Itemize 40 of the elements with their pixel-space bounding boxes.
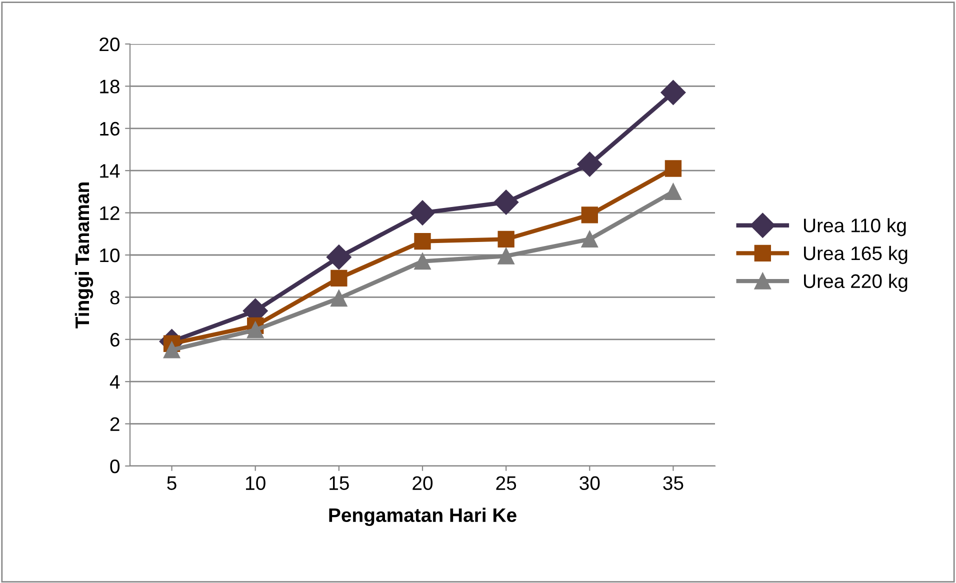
point [330,270,348,287]
x-tick-label: 30 [580,476,600,490]
point [163,342,180,358]
point [414,252,431,270]
point [410,200,435,226]
y-tick-label: 4 [110,375,120,389]
x-tick-label: 5 [167,476,176,490]
point [247,322,264,338]
y-axis-title: Tinggi Tanaman [74,182,94,328]
point [326,244,352,270]
x-tick-label: 20 [412,476,433,490]
x-tick-label: 25 [496,476,516,490]
y-tick-label: 10 [100,248,120,262]
x-tick-label: 15 [330,476,349,490]
x-tick-label: 10 [246,476,266,490]
point [498,248,514,264]
point [494,190,519,215]
y-tick-label: 6 [110,332,120,347]
point [414,232,431,250]
x-tick-label: 35 [663,476,684,490]
y-tick-label: 18 [100,80,120,94]
y-tick-label: 14 [100,164,120,178]
legend-label: Urea 165 kg [804,246,908,264]
y-tick-label: 0 [110,459,120,474]
x-axis-title: Pengamatan Hari Ke [329,508,516,526]
y-tick-label: 12 [100,206,120,220]
y-tick-label: 2 [110,417,120,431]
point [664,183,682,200]
point [581,230,598,248]
y-tick-label: 20 [100,37,120,52]
y-tick-label: 8 [110,290,120,304]
y-tick-label: 16 [100,122,120,136]
point [660,80,686,106]
point [330,290,348,307]
point [577,152,602,177]
point [498,230,514,248]
point [581,206,598,224]
legend-label: Urea 110 kg [804,218,906,236]
legend-label: Urea 220 kg [804,274,908,292]
point [664,160,682,177]
